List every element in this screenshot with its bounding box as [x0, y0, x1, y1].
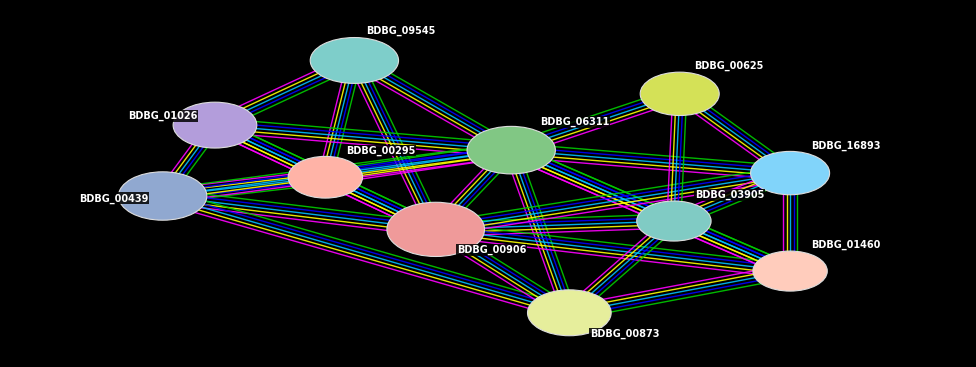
Text: BDBG_00295: BDBG_00295	[346, 145, 416, 156]
Ellipse shape	[752, 251, 828, 291]
Ellipse shape	[173, 102, 257, 148]
Text: BDBG_00625: BDBG_00625	[694, 61, 763, 71]
Text: BDBG_01460: BDBG_01460	[811, 240, 880, 250]
Ellipse shape	[310, 37, 398, 83]
Text: BDBG_00873: BDBG_00873	[590, 328, 660, 339]
Ellipse shape	[751, 152, 830, 195]
Ellipse shape	[640, 72, 719, 116]
Ellipse shape	[386, 202, 484, 257]
Text: BDBG_06311: BDBG_06311	[541, 117, 610, 127]
Text: BDBG_00906: BDBG_00906	[457, 245, 526, 255]
Text: BDBG_00439: BDBG_00439	[79, 193, 148, 204]
Ellipse shape	[636, 201, 712, 241]
Text: BDBG_01026: BDBG_01026	[128, 111, 197, 121]
Ellipse shape	[118, 172, 207, 220]
Ellipse shape	[468, 126, 555, 174]
Text: BDBG_16893: BDBG_16893	[811, 140, 880, 150]
Ellipse shape	[527, 290, 611, 336]
Text: BDBG_09545: BDBG_09545	[366, 26, 435, 36]
Text: BDBG_03905: BDBG_03905	[695, 190, 764, 200]
Ellipse shape	[288, 156, 362, 198]
